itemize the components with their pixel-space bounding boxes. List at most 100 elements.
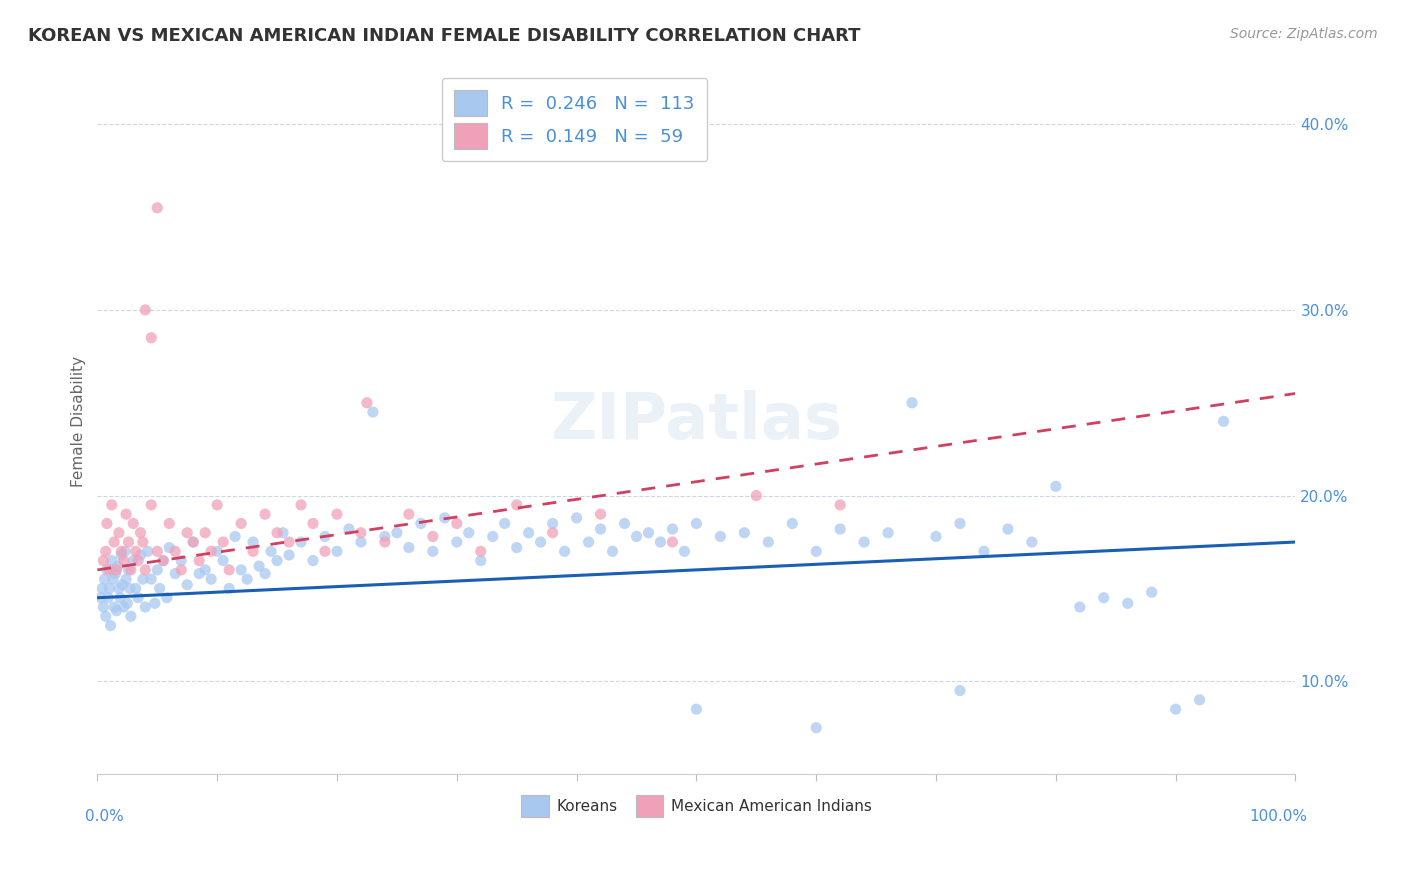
Point: [91, 582, 114, 596]
Point: [949, 683, 972, 698]
Point: [505, 498, 527, 512]
Point: [96, 563, 118, 577]
Point: [205, 498, 228, 512]
Point: [314, 544, 336, 558]
Point: [1140, 585, 1163, 599]
Point: [93, 572, 115, 586]
Point: [422, 544, 444, 558]
Point: [470, 553, 492, 567]
Point: [589, 522, 612, 536]
Point: [517, 525, 540, 540]
Point: [374, 535, 396, 549]
Point: [756, 535, 779, 549]
Point: [446, 516, 468, 531]
Point: [901, 396, 924, 410]
Point: [578, 535, 600, 549]
Point: [132, 535, 155, 549]
Point: [149, 582, 172, 596]
Point: [117, 535, 139, 549]
Point: [108, 582, 131, 596]
Point: [242, 535, 264, 549]
Point: [114, 544, 136, 558]
Point: [152, 553, 174, 567]
Point: [132, 572, 155, 586]
Point: [356, 396, 378, 410]
Point: [96, 516, 118, 531]
Point: [122, 516, 145, 531]
Point: [602, 544, 624, 558]
Point: [181, 535, 204, 549]
Point: [337, 522, 360, 536]
Point: [1164, 702, 1187, 716]
Text: ZIPatlas: ZIPatlas: [550, 391, 842, 452]
Point: [122, 553, 145, 567]
Point: [127, 553, 149, 567]
Point: [733, 525, 755, 540]
Point: [302, 553, 325, 567]
Point: [218, 582, 240, 596]
Point: [780, 516, 803, 531]
Point: [98, 582, 121, 596]
Point: [170, 563, 193, 577]
Point: [200, 572, 222, 586]
Point: [613, 516, 636, 531]
Point: [103, 535, 125, 549]
Point: [129, 525, 152, 540]
Point: [530, 535, 553, 549]
Point: [141, 498, 163, 512]
Point: [205, 544, 228, 558]
Point: [134, 600, 156, 615]
Point: [326, 507, 349, 521]
Text: 100.0%: 100.0%: [1250, 809, 1308, 824]
Point: [118, 582, 141, 596]
Point: [637, 525, 659, 540]
Point: [90, 591, 112, 605]
Point: [212, 535, 235, 549]
Point: [134, 302, 156, 317]
Point: [188, 553, 211, 567]
Point: [973, 544, 995, 558]
Point: [100, 618, 122, 632]
Point: [925, 529, 948, 543]
Point: [200, 544, 222, 558]
Point: [853, 535, 876, 549]
Point: [165, 544, 187, 558]
Point: [157, 516, 180, 531]
Text: Source: ZipAtlas.com: Source: ZipAtlas.com: [1230, 27, 1378, 41]
Point: [181, 535, 204, 549]
Point: [212, 553, 235, 567]
Point: [1021, 535, 1043, 549]
Text: 0.0%: 0.0%: [86, 809, 124, 824]
Point: [830, 498, 852, 512]
Point: [141, 572, 163, 586]
Point: [146, 544, 169, 558]
Text: KOREAN VS MEXICAN AMERICAN INDIAN FEMALE DISABILITY CORRELATION CHART: KOREAN VS MEXICAN AMERICAN INDIAN FEMALE…: [28, 27, 860, 45]
Point: [685, 702, 707, 716]
Point: [176, 578, 198, 592]
Point: [101, 572, 124, 586]
Point: [107, 559, 129, 574]
Point: [146, 563, 169, 577]
Point: [350, 535, 373, 549]
Point: [94, 609, 117, 624]
Point: [108, 525, 131, 540]
Point: [236, 572, 259, 586]
Point: [1045, 479, 1067, 493]
Point: [254, 566, 277, 581]
Point: [108, 591, 131, 605]
Point: [115, 507, 138, 521]
Point: [494, 516, 516, 531]
Point: [103, 600, 125, 615]
Point: [176, 525, 198, 540]
Point: [470, 544, 492, 558]
Point: [806, 544, 828, 558]
Point: [254, 507, 277, 521]
Point: [589, 507, 612, 521]
Point: [422, 529, 444, 543]
Point: [1069, 600, 1091, 615]
Point: [125, 582, 148, 596]
Point: [112, 600, 135, 615]
Point: [1116, 596, 1139, 610]
Point: [152, 553, 174, 567]
Point: [314, 529, 336, 543]
